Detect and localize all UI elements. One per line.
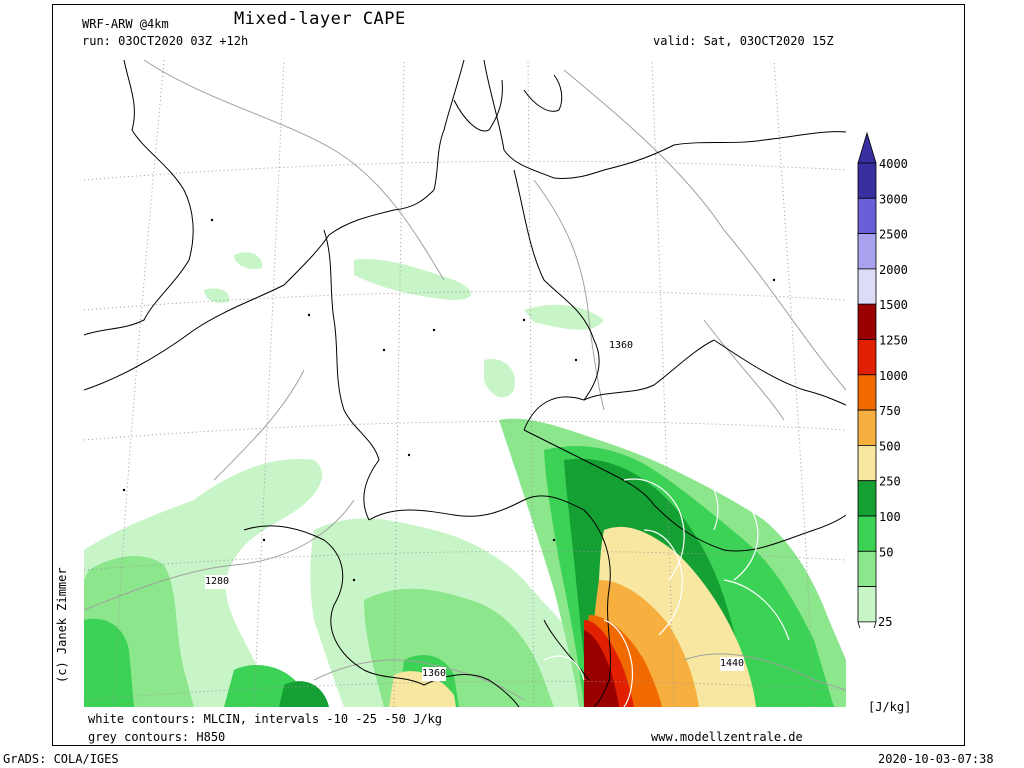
legend-label: 250 bbox=[879, 475, 901, 489]
legend-label: 500 bbox=[879, 439, 901, 453]
valid-label: valid: Sat, 03OCT2020 15Z bbox=[653, 34, 834, 48]
contour-label-southeast: 1440 bbox=[720, 657, 745, 671]
legend-swatch bbox=[857, 515, 877, 552]
white-contours-note: white contours: MLCIN, intervals -10 -25… bbox=[88, 712, 443, 726]
graticule bbox=[84, 60, 846, 707]
legend-swatch bbox=[857, 550, 877, 587]
legend-label: 750 bbox=[879, 404, 901, 418]
legend-label-bottom: 25 bbox=[878, 615, 892, 628]
grads-label: GrADS: COLA/IGES bbox=[3, 752, 119, 766]
legend-swatch bbox=[857, 233, 877, 270]
legend-swatch bbox=[857, 268, 877, 305]
legend-label: 2500 bbox=[879, 228, 908, 242]
coastlines-borders bbox=[84, 60, 846, 707]
cape-field bbox=[84, 252, 846, 707]
credit-label: (c) Janek Zimmer bbox=[55, 567, 69, 683]
timestamp-label: 2020-10-03-07:38 bbox=[878, 752, 994, 766]
cape-map bbox=[84, 60, 846, 707]
contour-label-south: 1360 bbox=[422, 667, 447, 681]
station-dots bbox=[122, 218, 776, 582]
legend-swatch bbox=[857, 409, 877, 446]
legend-arrow-bottom bbox=[857, 621, 877, 628]
mlcin-contours bbox=[543, 436, 790, 707]
legend-swatch bbox=[857, 303, 877, 340]
legend-unit: [J/kg] bbox=[868, 700, 912, 714]
website-label: www.modellzentrale.de bbox=[651, 730, 803, 744]
page-title: Mixed-layer CAPE bbox=[234, 9, 406, 29]
legend-label: 2000 bbox=[879, 263, 908, 277]
legend-swatch bbox=[857, 480, 877, 517]
legend-swatch bbox=[857, 586, 877, 623]
legend-swatch bbox=[857, 197, 877, 235]
legend-label: 4000 bbox=[879, 157, 908, 171]
contour-label-central: 1360 bbox=[609, 339, 634, 353]
legend-label: 3000 bbox=[879, 192, 908, 206]
contour-label-west: 1280 bbox=[205, 575, 230, 589]
legend-boxes: 4000 3000 2500 2000 1500 1250 1000 750 500 250 100… bbox=[857, 131, 908, 628]
run-label: run: 03OCT2020 03Z +12h bbox=[82, 34, 249, 48]
legend-label: 50 bbox=[879, 545, 893, 559]
legend-arrow-top bbox=[857, 131, 877, 164]
color-legend: 4000 3000 2500 2000 1500 1250 1000 750 500 250 100… bbox=[857, 131, 908, 628]
legend-label: 100 bbox=[879, 510, 901, 524]
legend-swatch bbox=[857, 444, 877, 482]
legend-label: 1500 bbox=[879, 298, 908, 312]
legend-label: 1000 bbox=[879, 369, 908, 383]
legend-swatch bbox=[857, 374, 877, 411]
legend-swatch bbox=[857, 339, 877, 376]
model-label: WRF-ARW @4km bbox=[82, 17, 169, 31]
legend-swatch bbox=[857, 162, 877, 199]
legend-label: 1250 bbox=[879, 334, 908, 348]
grey-contours-note: grey contours: H850 bbox=[88, 730, 226, 744]
